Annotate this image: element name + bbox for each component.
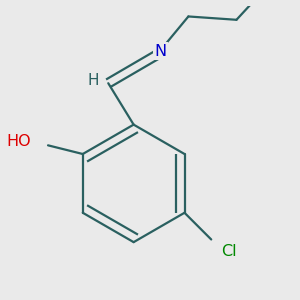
Text: N: N	[154, 44, 167, 59]
Text: Cl: Cl	[221, 244, 237, 259]
Text: H: H	[88, 73, 99, 88]
Text: HO: HO	[6, 134, 31, 149]
